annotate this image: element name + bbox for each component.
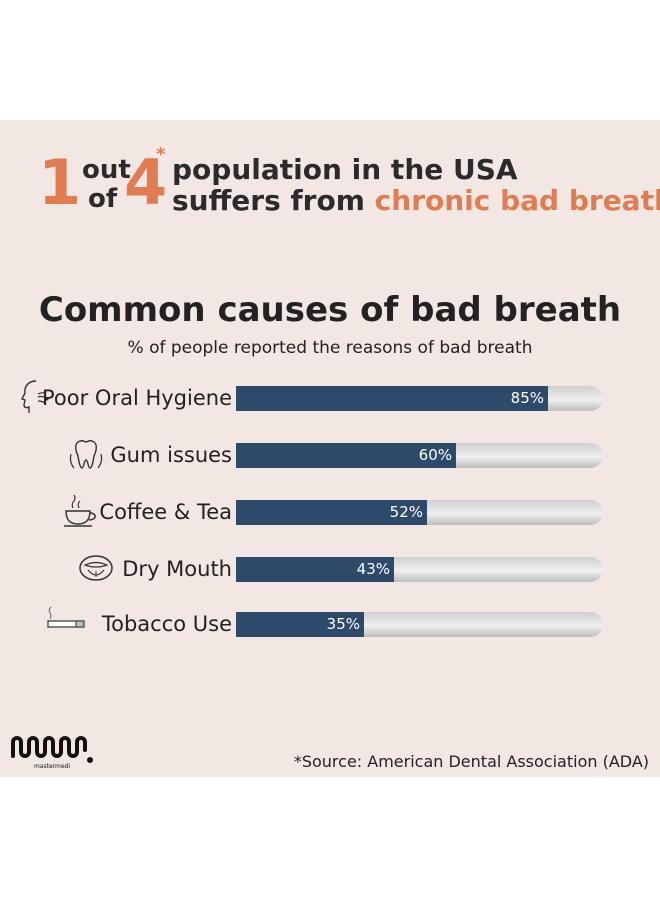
tooth-icon bbox=[66, 434, 106, 474]
mastermedi-logo: mastermedi bbox=[11, 736, 93, 770]
bar bbox=[236, 612, 364, 637]
value-label: 60% bbox=[418, 446, 452, 464]
cigarette-icon bbox=[46, 603, 86, 643]
bar bbox=[236, 500, 427, 525]
bar bbox=[236, 557, 394, 582]
stat-word-out: out bbox=[82, 155, 131, 185]
category-label: Dry Mouth bbox=[122, 557, 232, 581]
headline-line2-prefix: suffers from bbox=[172, 184, 375, 217]
face-breath-icon bbox=[14, 377, 54, 417]
bar-row: Gum issues 60% bbox=[0, 439, 660, 470]
value-label: 43% bbox=[356, 560, 390, 578]
headline-accent: chronic bad breath. bbox=[374, 184, 660, 217]
bar-row: Coffee & Tea 52% bbox=[0, 494, 660, 527]
chart-subtitle: % of people reported the reasons of bad … bbox=[127, 338, 533, 358]
bar bbox=[236, 386, 548, 411]
bar-row: Dry Mouth 43% bbox=[0, 554, 660, 584]
logo-text: mastermedi bbox=[34, 763, 70, 770]
headline-line2: suffers from chronic bad breath. bbox=[172, 187, 660, 215]
category-label: Coffee & Tea bbox=[99, 500, 232, 524]
chart-title: Common causes of bad breath bbox=[38, 290, 622, 330]
category-label: Gum issues bbox=[110, 443, 232, 467]
stat-word-of: of bbox=[88, 184, 118, 214]
bar bbox=[236, 443, 456, 468]
category-label: Tobacco Use bbox=[101, 612, 232, 636]
source-note: *Source: American Dental Association (AD… bbox=[293, 752, 649, 771]
value-label: 52% bbox=[389, 503, 423, 521]
headline-line1: population in the USA bbox=[172, 153, 518, 186]
value-label: 35% bbox=[326, 615, 360, 633]
bar-row: Poor Oral Hygiene 85% bbox=[0, 380, 660, 413]
open-mouth-icon bbox=[76, 548, 116, 588]
asterisk: * bbox=[156, 144, 166, 165]
bar-row: Tobacco Use 35% bbox=[0, 606, 660, 639]
stat-total: 4 bbox=[124, 146, 168, 219]
category-label: Poor Oral Hygiene bbox=[42, 386, 232, 410]
stat-number: 1 bbox=[38, 146, 82, 219]
coffee-cup-icon bbox=[60, 491, 100, 531]
value-label: 85% bbox=[510, 389, 544, 407]
